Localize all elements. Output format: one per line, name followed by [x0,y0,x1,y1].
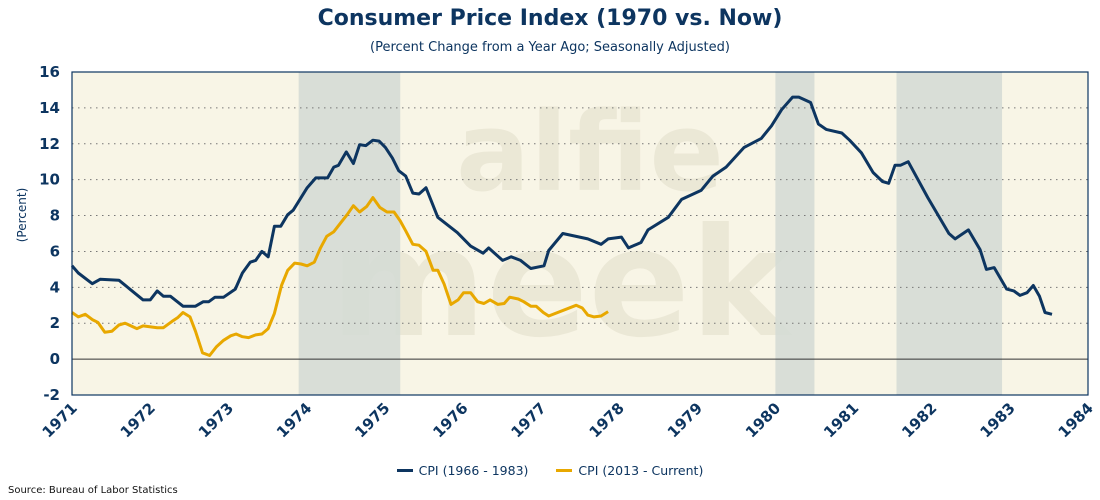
legend: CPI (1966 - 1983) CPI (2013 - Current) [0,463,1100,478]
y-tick-label: 4 [50,278,60,296]
y-tick-label: 2 [50,314,60,332]
x-tick-label: 1981 [820,399,862,441]
x-tick-label: 1972 [117,399,159,441]
series-line-cpi-1966-1983 [70,95,1053,316]
chart-title: Consumer Price Index (1970 vs. Now) [317,6,783,31]
x-tick-label: 1978 [586,399,628,441]
legend-item-1966-1983: CPI (1966 - 1983) [396,463,529,478]
recession-band [775,72,815,395]
chart-subtitle: (Percent Change from a Year Ago; Seasona… [370,40,730,55]
x-tick-label: 1984 [1055,399,1097,441]
y-tick-label: 8 [50,207,60,225]
legend-label: CPI (2013 - Current) [578,463,704,478]
x-tick-label: 1982 [898,399,940,441]
watermark-logo-line1: alfie [456,88,724,216]
y-tick-label: -2 [43,386,60,404]
legend-swatch-navy [396,469,413,472]
recession-band [298,72,401,395]
y-tick-label: 12 [39,135,60,153]
x-tick-label: 1983 [976,399,1018,441]
source-note: Source: Bureau of Labor Statistics [8,485,178,496]
y-tick-label: 6 [50,242,60,260]
y-tick-label: 0 [50,350,60,368]
x-tick-label: 1975 [351,399,393,441]
watermark-logo-line2: meek [330,197,793,371]
y-tick-label: 14 [39,99,60,117]
x-tick-label: 1971 [39,399,81,441]
x-tick-label: 1977 [508,399,550,441]
series-line-cpi-2013-current [71,196,609,357]
legend-swatch-gold [556,469,573,472]
y-tick-label: 10 [39,171,60,189]
x-tick-label: 1976 [429,399,471,441]
y-tick-label: 16 [39,63,60,81]
x-tick-label: 1974 [273,399,315,441]
x-tick-label: 1973 [195,399,237,441]
x-tick-label: 1979 [664,399,706,441]
y-axis-label: (Percent) [15,188,29,243]
legend-label: CPI (1966 - 1983) [418,463,529,478]
x-tick-label: 1980 [742,399,784,441]
legend-item-2013-current: CPI (2013 - Current) [556,463,703,478]
plot-border [71,71,1089,396]
